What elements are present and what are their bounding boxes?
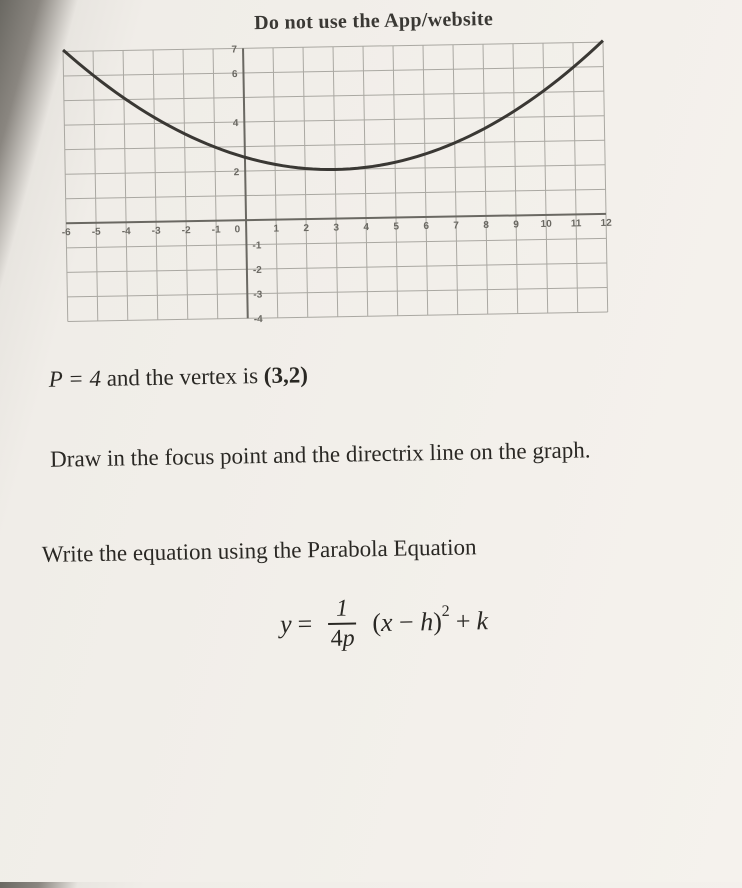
fraction-denominator: 4p (322, 624, 362, 651)
svg-text:4: 4 (233, 118, 239, 129)
svg-text:-3: -3 (152, 226, 162, 237)
svg-text:7: 7 (453, 220, 459, 231)
svg-text:-4: -4 (254, 314, 264, 325)
parabola-equation: y = 1 4p (x − h)2 + k (43, 590, 726, 656)
instruction-focus-directrix: Draw in the focus point and the directri… (50, 431, 713, 477)
svg-text:2: 2 (234, 167, 240, 178)
p-variable: P (49, 367, 63, 392)
chart-svg: -6-5-4-3-2-11234567891011122467-1-2-3-40 (53, 37, 618, 327)
fraction-numerator: 1 (328, 596, 356, 624)
svg-text:7: 7 (231, 44, 237, 55)
svg-text:2: 2 (303, 223, 309, 234)
svg-text:-2: -2 (253, 265, 263, 276)
svg-text:-5: -5 (92, 227, 102, 238)
eq-paren-group: (x − h)2 (372, 607, 450, 638)
fraction: 1 4p (322, 596, 363, 651)
svg-text:-4: -4 (122, 226, 132, 237)
eq-lhs-y: y (280, 610, 292, 640)
given-values: P = 4 and the vertex is (3,2) (49, 355, 711, 393)
svg-text:3: 3 (333, 223, 339, 234)
vertex-value: (3,2) (264, 362, 309, 388)
eq-sign: = (62, 366, 89, 391)
svg-text:0: 0 (235, 224, 241, 235)
eq-k: k (476, 606, 488, 636)
eq-equals: = (297, 609, 312, 639)
header-text: Do not use the App/website (32, 4, 714, 39)
eq-plus: + (456, 606, 471, 636)
parabola-chart: -6-5-4-3-2-11234567891011122467-1-2-3-40 (53, 37, 618, 327)
svg-text:4: 4 (363, 222, 369, 233)
svg-text:6: 6 (423, 221, 429, 232)
svg-text:-1: -1 (212, 225, 222, 236)
svg-text:11: 11 (571, 218, 582, 229)
svg-text:6: 6 (232, 69, 238, 80)
svg-text:10: 10 (541, 219, 553, 230)
instruction-write-equation: Write the equation using the Parabola Eq… (42, 526, 724, 572)
p-value: 4 (89, 366, 101, 391)
svg-text:12: 12 (600, 218, 612, 229)
svg-text:-2: -2 (182, 225, 192, 236)
svg-text:1: 1 (273, 224, 279, 235)
svg-text:-1: -1 (252, 240, 262, 251)
svg-text:-6: -6 (62, 227, 72, 238)
svg-text:8: 8 (483, 220, 489, 231)
svg-text:5: 5 (393, 221, 399, 232)
svg-text:-3: -3 (253, 289, 263, 300)
svg-text:9: 9 (513, 219, 519, 230)
text-after-p: and the vertex is (101, 363, 264, 391)
